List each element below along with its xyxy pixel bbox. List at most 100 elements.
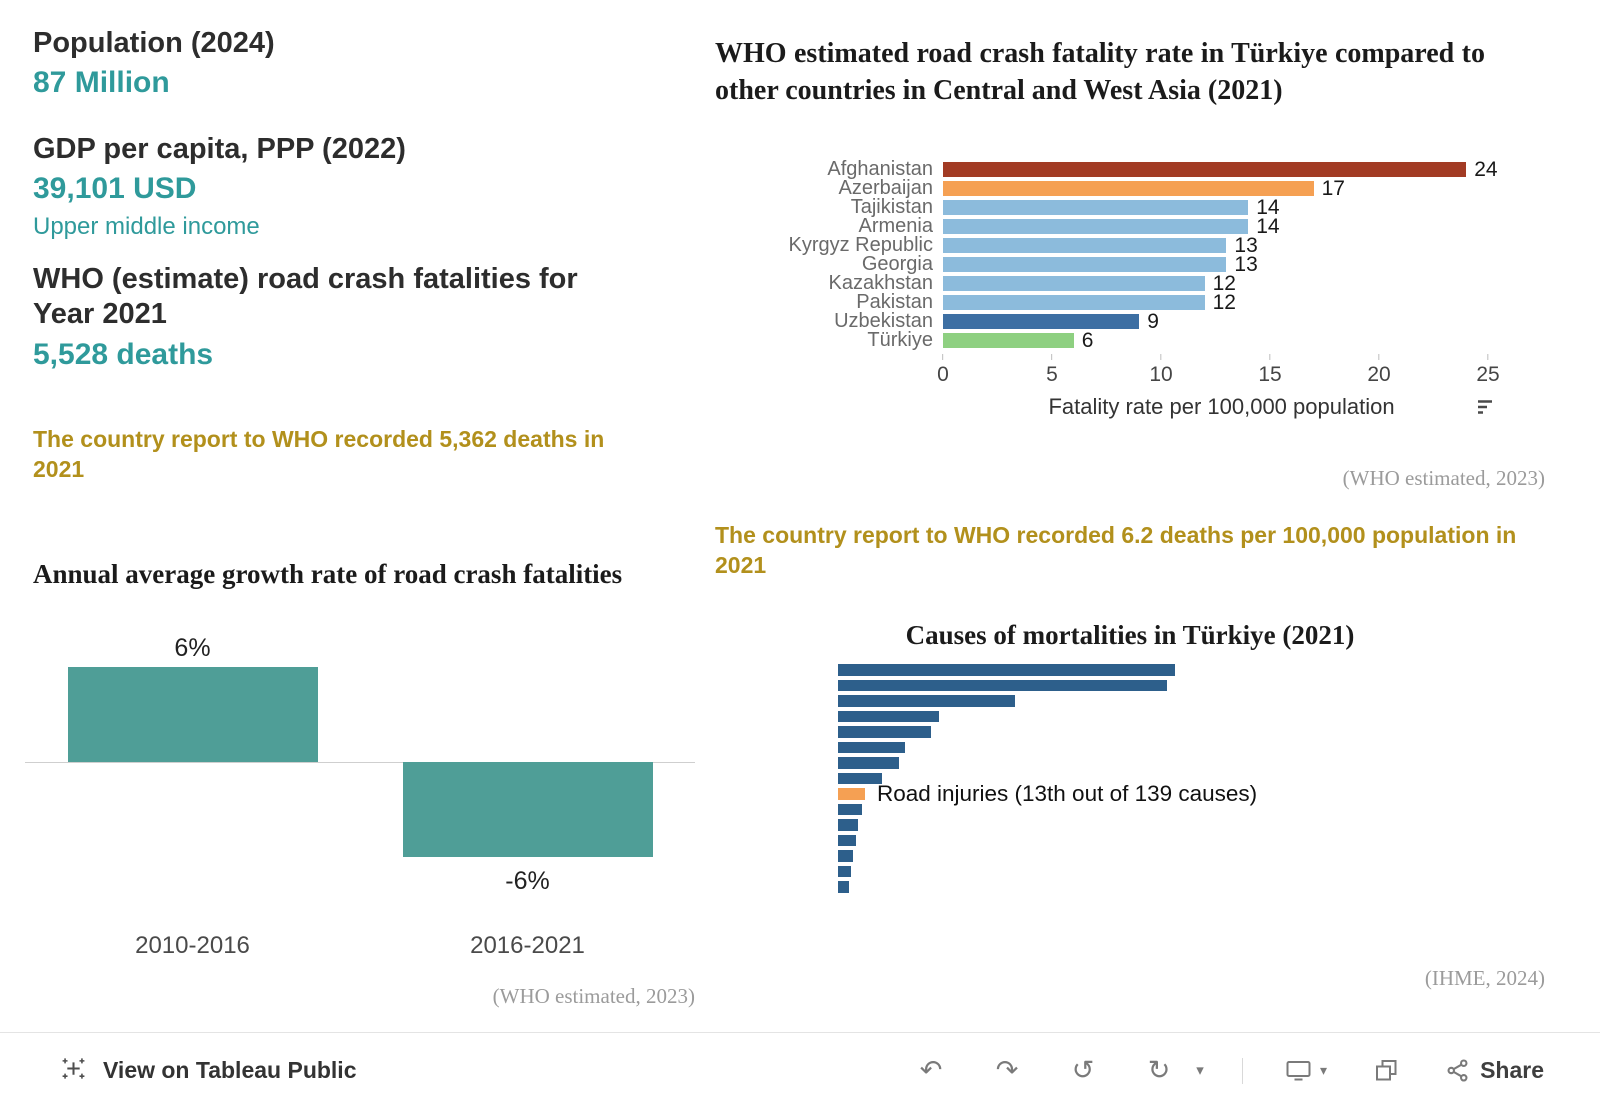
gdp-label: GDP per capita, PPP (2022) bbox=[33, 133, 406, 165]
toolbar-actions: ↶ ↷ ↺ ↻ ▾ ▾ bbox=[872, 1057, 1544, 1084]
causes-bar[interactable] bbox=[838, 679, 1167, 691]
causes-row bbox=[838, 679, 1538, 691]
rate-value-label: 24 bbox=[1474, 158, 1498, 181]
rate-value-label: 12 bbox=[1212, 291, 1236, 314]
refresh-button[interactable]: ↻ bbox=[1147, 1055, 1171, 1086]
fullscreen-button[interactable] bbox=[1369, 1058, 1403, 1083]
causes-row bbox=[838, 819, 1538, 831]
tableau-logo-icon bbox=[60, 1055, 87, 1087]
stat-population: Population (2024) 87 Million bbox=[33, 26, 633, 102]
rate-axis: 0 5 10 15 20 25 bbox=[937, 354, 1503, 390]
causes-bar[interactable] bbox=[838, 834, 856, 846]
rate-row: Tajikistan 14 bbox=[715, 196, 1545, 219]
causes-bar[interactable] bbox=[838, 865, 852, 877]
growth-bar[interactable] bbox=[67, 667, 318, 762]
rate-bar-track: 6 bbox=[943, 330, 1545, 351]
causes-row bbox=[838, 881, 1538, 893]
device-layout-button[interactable]: ▾ bbox=[1285, 1059, 1327, 1082]
rate-value-label: 13 bbox=[1234, 253, 1258, 276]
rate-axis-label-wrap: Fatality rate per 100,000 population bbox=[943, 394, 1500, 424]
more-options-caret[interactable]: ▾ bbox=[1196, 1061, 1204, 1079]
rate-bar-track: 14 bbox=[943, 196, 1545, 219]
axis-tick: 5 bbox=[1046, 354, 1058, 387]
rate-bar-track: 9 bbox=[943, 310, 1545, 333]
causes-row bbox=[838, 803, 1538, 815]
causes-bar[interactable] bbox=[838, 710, 940, 722]
sort-icon[interactable] bbox=[1476, 399, 1496, 421]
rate-bar-track: 12 bbox=[943, 291, 1545, 314]
causes-bar[interactable] bbox=[838, 741, 906, 753]
rate-row: Pakistan 12 bbox=[715, 291, 1545, 314]
rate-row: Armenia 14 bbox=[715, 215, 1545, 238]
causes-bar[interactable] bbox=[838, 819, 859, 831]
rate-value-label: 14 bbox=[1256, 196, 1280, 219]
causes-row bbox=[838, 834, 1538, 846]
rate-bar[interactable] bbox=[943, 219, 1249, 234]
rate-row: Kyrgyz Republic 13 bbox=[715, 234, 1545, 257]
gdp-income-group: Upper middle income bbox=[33, 212, 260, 240]
causes-bar[interactable] bbox=[838, 803, 862, 815]
road-injuries-label: Road injuries (13th out of 139 causes) bbox=[876, 780, 1258, 806]
reset-button[interactable]: ↺ bbox=[1071, 1055, 1095, 1086]
causes-row bbox=[838, 757, 1538, 769]
growth-bar[interactable] bbox=[402, 762, 653, 857]
rate-bar[interactable] bbox=[943, 238, 1227, 253]
rate-bar-track: 12 bbox=[943, 273, 1545, 294]
rate-bar[interactable] bbox=[943, 257, 1227, 272]
rate-country-label: Kyrgyz Republic bbox=[788, 234, 933, 256]
rate-row: Azerbaijan 17 bbox=[715, 177, 1545, 199]
rate-country-label: Tajikistan bbox=[850, 196, 933, 218]
rate-bar[interactable] bbox=[943, 314, 1140, 329]
causes-row bbox=[838, 741, 1538, 753]
stat-fatalities: WHO (estimate) road crash fatalities for… bbox=[33, 262, 633, 373]
causes-chart-title: Causes of mortalities in Türkiye (2021) bbox=[905, 620, 1355, 650]
rate-row: Uzbekistan 9 bbox=[715, 310, 1545, 333]
fatalities-value: 5,528 deaths bbox=[33, 337, 214, 371]
causes-row bbox=[838, 865, 1538, 877]
rate-bar[interactable] bbox=[943, 181, 1314, 196]
rate-bar[interactable] bbox=[943, 333, 1074, 348]
causes-bar[interactable] bbox=[838, 664, 1175, 676]
causes-bar[interactable] bbox=[838, 757, 899, 769]
rate-bar-track: 13 bbox=[943, 253, 1545, 276]
axis-tick: 10 bbox=[1149, 354, 1173, 387]
gdp-value: 39,101 USD bbox=[33, 172, 197, 206]
causes-bar-road-injuries[interactable] bbox=[838, 788, 865, 800]
causes-bar[interactable] bbox=[838, 881, 850, 893]
causes-row: Road injuries (13th out of 139 causes) bbox=[838, 782, 1538, 804]
growth-baseline bbox=[25, 762, 695, 763]
rate-country-label: Kazakhstan bbox=[828, 272, 933, 294]
rate-value-label: 9 bbox=[1147, 310, 1159, 333]
growth-value-label: -6% bbox=[505, 867, 550, 895]
redo-button[interactable]: ↷ bbox=[995, 1055, 1019, 1086]
rate-bar[interactable] bbox=[943, 162, 1467, 177]
causes-row bbox=[838, 726, 1538, 738]
causes-bar[interactable] bbox=[838, 850, 854, 862]
share-button[interactable]: Share bbox=[1445, 1057, 1544, 1084]
view-on-tableau-public[interactable]: View on Tableau Public bbox=[60, 1055, 356, 1087]
rate-value-label: 13 bbox=[1234, 234, 1258, 257]
deaths-note: The country report to WHO recorded 5,362… bbox=[33, 426, 605, 483]
causes-source: (IHME, 2024) bbox=[1424, 966, 1545, 990]
causes-chart-rows: Road injuries (13th out of 139 causes) bbox=[838, 664, 1538, 897]
causes-bar[interactable] bbox=[838, 772, 882, 784]
rate-source: (WHO estimated, 2023) bbox=[1342, 466, 1545, 490]
rate-bar[interactable] bbox=[943, 200, 1249, 215]
rate-value-label: 14 bbox=[1256, 215, 1280, 238]
growth-chart-columns: 6% 2010-2016 -6% 2016-2021 bbox=[25, 632, 695, 1012]
rate-country-label: Afghanistan bbox=[827, 158, 933, 180]
causes-row bbox=[838, 664, 1538, 676]
axis-tick: 15 bbox=[1258, 354, 1282, 387]
stat-gdp: GDP per capita, PPP (2022) 39,101 USD Up… bbox=[33, 132, 633, 241]
causes-bar[interactable] bbox=[838, 726, 931, 738]
population-value: 87 Million bbox=[33, 66, 170, 100]
causes-bar[interactable] bbox=[838, 695, 1015, 707]
growth-category-label: 2010-2016 bbox=[135, 932, 250, 959]
rate-note: The country report to WHO recorded 6.2 d… bbox=[715, 522, 1517, 579]
rate-bar[interactable] bbox=[943, 295, 1205, 310]
growth-chart-title: Annual average growth rate of road crash… bbox=[33, 559, 623, 589]
rate-bar[interactable] bbox=[943, 276, 1205, 291]
growth-value-label: 6% bbox=[174, 634, 211, 662]
undo-button[interactable]: ↶ bbox=[919, 1055, 943, 1086]
